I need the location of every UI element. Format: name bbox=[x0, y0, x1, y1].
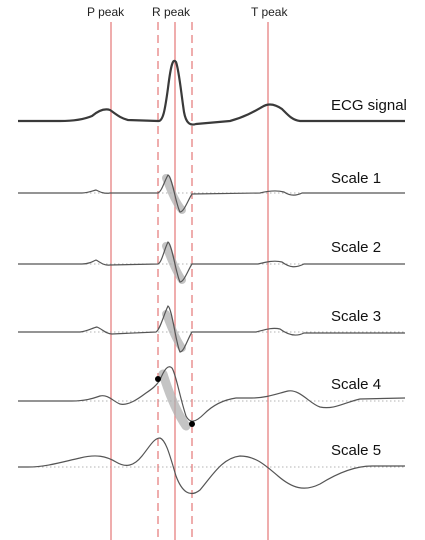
scale-2-trace bbox=[18, 241, 405, 283]
signal-traces bbox=[18, 59, 406, 495]
scale-3-label: Scale 3 bbox=[331, 308, 381, 325]
scale-1-label: Scale 1 bbox=[331, 170, 381, 187]
p-peak-label: P peak bbox=[87, 5, 125, 19]
scale-3-trace bbox=[18, 305, 405, 353]
ecg-signal-label: ECG signal bbox=[331, 97, 407, 114]
scale-2-label: Scale 2 bbox=[331, 239, 381, 256]
scale-4-label: Scale 4 bbox=[331, 376, 381, 393]
baselines bbox=[18, 192, 405, 468]
marker-lines bbox=[110, 22, 269, 540]
scale-4-trace bbox=[18, 366, 406, 422]
r-peak-label: R peak bbox=[152, 5, 191, 19]
highlight-scale-2 bbox=[162, 242, 186, 284]
scale-5-label: Scale 5 bbox=[331, 442, 381, 459]
t-peak-label: T peak bbox=[251, 5, 288, 19]
scale-5-trace bbox=[18, 437, 405, 495]
ecg-signal-trace bbox=[18, 59, 405, 126]
scale-4-onset-dot bbox=[155, 376, 161, 382]
highlight-scale-1 bbox=[162, 174, 186, 214]
r-complex-highlights bbox=[158, 174, 191, 431]
highlight-scale-4 bbox=[158, 369, 191, 431]
scale-1-trace bbox=[18, 174, 405, 213]
highlight-scale-3 bbox=[162, 310, 186, 352]
scale-4-offset-dot bbox=[189, 421, 195, 427]
